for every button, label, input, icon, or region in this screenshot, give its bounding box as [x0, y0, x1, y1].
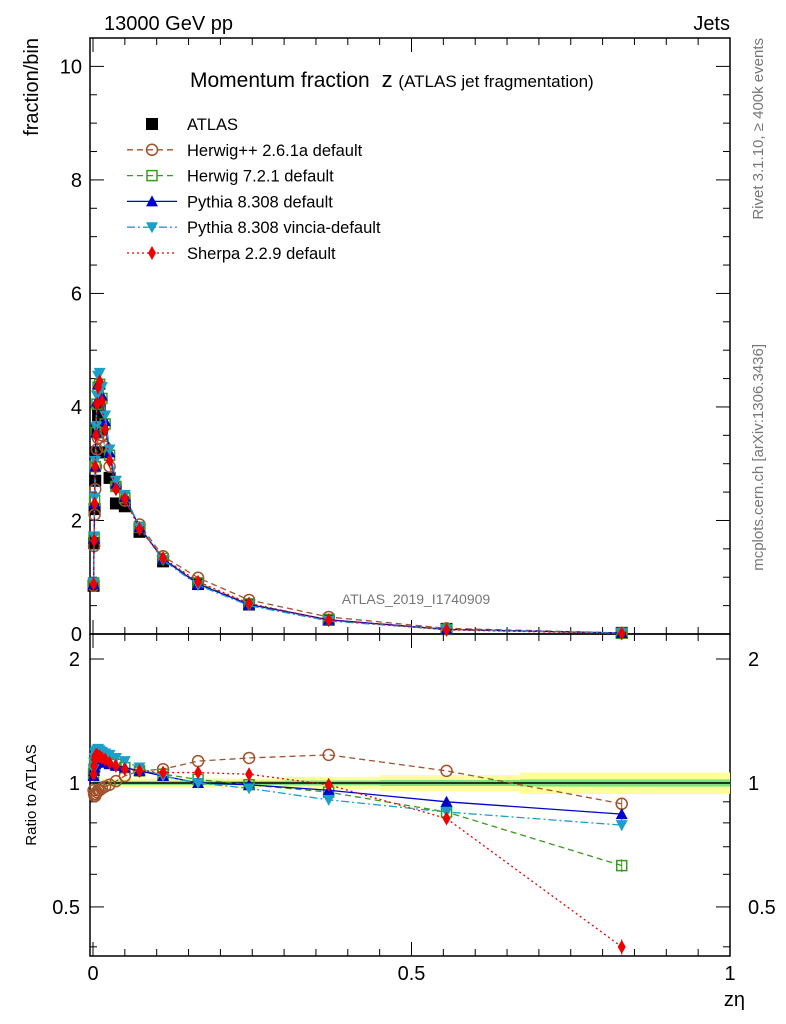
ratio-point-herwig-2-6-1a-default: [242, 751, 256, 765]
x-tick-label: 1: [724, 963, 735, 985]
rivet-label: Rivet 3.1.10, ≥ 400k events: [750, 38, 767, 220]
legend-label-atlas: ATLAS: [187, 116, 238, 134]
main-y-tick-label: 2: [71, 510, 82, 532]
main-point-sherpa-2-2-9-default: [90, 496, 99, 511]
main-point-pythia-8-308-vincia-default: [90, 390, 103, 402]
main-y-axis-label: fraction/bin: [21, 38, 43, 136]
main-point-pythia-8-308-vincia-default: [103, 444, 116, 456]
legend-label-herwig-7-2-1-default: Herwig 7.2.1 default: [187, 168, 334, 186]
ratio-point-pythia-8-308-vincia-default: [192, 777, 205, 789]
ratio-point-pythia-8-308-vincia-default: [109, 752, 122, 764]
legend-marker-atlas: [146, 118, 158, 130]
legend-marker-sherpa-2-2-9-default: [148, 246, 156, 260]
ratio-point-herwig-2-6-1a-default: [322, 748, 335, 762]
ratio-y-tick-label-right: 1: [748, 773, 759, 795]
ratio-point-pythia-8-308-default: [440, 795, 453, 807]
legend: ATLAS Herwig++ 2.6.1a default Herwig 7.2.1…: [127, 116, 381, 263]
legend-label-pythia-8-308-vincia-default: Pythia 8.308 vincia-default: [187, 219, 381, 237]
ratio-y-tick-label-right: 0.5: [748, 897, 776, 919]
main-point-pythia-8-308-vincia-default: [93, 367, 106, 379]
ratio-y-tick-label: 1: [69, 773, 80, 795]
main-y-tick-label: 8: [71, 170, 82, 192]
energy-label: 13000 GeV pp: [104, 13, 233, 35]
mcplots-label: mcplots.cern.ch [arXiv:1306.3436]: [750, 344, 767, 571]
main-point-sherpa-2-2-9-default: [617, 626, 626, 641]
ratio-plot-layer: 0 0.5 1 0.5 0.5 1 1 2 2: [52, 634, 776, 985]
main-point-sherpa-2-2-9-default: [442, 622, 451, 637]
category-label: Jets: [693, 13, 730, 35]
chart-title: Momentum fraction z (ATLAS jet fragmenta…: [190, 67, 594, 92]
ratio-plot-frame: [89, 633, 731, 957]
ratio-point-sherpa-2-2-9-default: [442, 811, 451, 826]
legend-label-pythia-8-308-default: Pythia 8.308 default: [187, 193, 333, 211]
main-point-sherpa-2-2-9-default: [89, 577, 98, 592]
main-plot-layer: 0 2 4 6 8 10: [60, 37, 731, 646]
legend-marker-pythia-8-308-default: [146, 195, 158, 207]
ratio-point-pythia-8-308-vincia-default: [118, 756, 131, 768]
ratio-y-tick-label-right: 2: [748, 649, 759, 671]
main-line-pythia-8-308-vincia-default: [92, 370, 622, 634]
x-tick-label: 0: [87, 963, 98, 985]
ratio-point-sherpa-2-2-9-default: [324, 777, 333, 792]
legend-label-sherpa-2-2-9-default: Sherpa 2.2.9 default: [187, 245, 336, 263]
main-plot-frame: [89, 37, 731, 635]
main-point-sherpa-2-2-9-default: [324, 613, 333, 628]
ratio-point-sherpa-2-2-9-default: [111, 758, 120, 773]
main-point-pythia-8-308-vincia-default: [99, 410, 112, 422]
ratio-point-pythia-8-308-vincia-default: [103, 749, 116, 761]
legend-marker-pythia-8-308-vincia-default: [146, 222, 158, 234]
ratio-y-tick-label: 0.5: [52, 897, 80, 919]
main-y-tick-label: 6: [71, 283, 82, 305]
ratio-y-tick-label: 2: [69, 649, 80, 671]
legend-label-herwig-2-6-1a-default: Herwig++ 2.6.1a default: [187, 142, 363, 160]
legend-marker-herwig-7-2-1-default: [146, 169, 158, 182]
main-point-sherpa-2-2-9-default: [120, 491, 129, 506]
ratio-y-axis-label: Ratio to ATLAS: [23, 744, 40, 845]
ratio-point-sherpa-2-2-9-default: [194, 765, 203, 780]
main-point-sherpa-2-2-9-default: [105, 453, 114, 468]
ratio-point-sherpa-2-2-9-default: [245, 767, 254, 782]
main-y-tick-label: 0: [71, 624, 82, 646]
main-point-sherpa-2-2-9-default: [91, 459, 100, 474]
ratio-point-sherpa-2-2-9-default: [159, 765, 168, 780]
main-point-sherpa-2-2-9-default: [95, 374, 104, 389]
main-point-sherpa-2-2-9-default: [111, 482, 120, 497]
x-axis-label: zη: [724, 989, 745, 1011]
analysis-watermark: ATLAS_2019_I1740909: [342, 591, 491, 607]
ratio-point-sherpa-2-2-9-default: [105, 755, 114, 770]
ratio-point-sherpa-2-2-9-default: [120, 762, 129, 777]
main-point-sherpa-2-2-9-default: [97, 394, 106, 409]
main-point-sherpa-2-2-9-default: [245, 596, 254, 611]
chart-title-symbol: z: [382, 67, 393, 92]
ratio-point-herwig-2-6-1a-default: [109, 774, 123, 788]
main-y-tick-label: 10: [60, 56, 82, 78]
main-point-sherpa-2-2-9-default: [194, 574, 203, 589]
main-y-tick-label: 4: [71, 397, 82, 419]
main-point-sherpa-2-2-9-default: [91, 428, 100, 443]
x-tick-label: 0.5: [398, 963, 426, 985]
ratio-point-herwig-2-6-1a-default: [103, 778, 116, 792]
ratio-point-herwig-2-6-1a-default: [440, 764, 453, 778]
chart-title-main: Momentum fraction: [190, 69, 370, 92]
ratio-point-sherpa-2-2-9-default: [135, 763, 144, 778]
main-point-sherpa-2-2-9-default: [159, 550, 168, 565]
ratio-point-pythia-8-308-vincia-default: [322, 794, 335, 806]
ratio-point-pythia-8-308-vincia-default: [243, 783, 256, 795]
main-point-sherpa-2-2-9-default: [101, 422, 110, 437]
main-point-sherpa-2-2-9-default: [135, 521, 144, 536]
ratio-point-sherpa-2-2-9-default: [89, 767, 98, 782]
chart-title-suffix: (ATLAS jet fragmentation): [398, 72, 593, 91]
main-point-sherpa-2-2-9-default: [90, 533, 99, 548]
legend-marker-herwig-2-6-1a-default: [145, 143, 159, 157]
